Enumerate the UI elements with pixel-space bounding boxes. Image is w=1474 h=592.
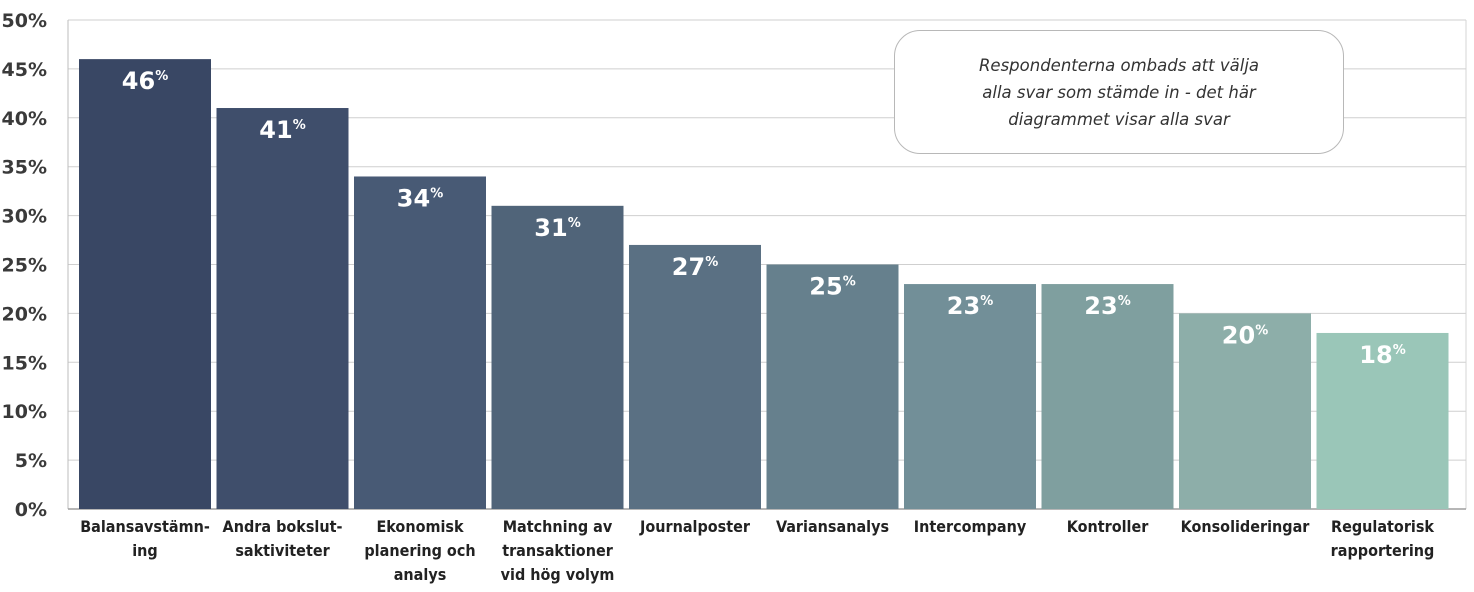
data-label: 34% <box>397 184 443 212</box>
y-tick-label: 50% <box>2 10 47 32</box>
x-tick-label: Intercompany <box>914 517 1027 536</box>
y-tick-label: 30% <box>2 206 47 228</box>
y-tick-label: 5% <box>15 450 47 472</box>
data-label: 18% <box>1359 341 1405 369</box>
bar <box>354 176 486 510</box>
y-tick-label: 0% <box>15 499 47 521</box>
x-tick-label: Regulatorisk rapportering <box>1331 517 1435 560</box>
x-tick-label: Balansavstämn-ing <box>80 517 210 560</box>
annotation-box: Respondenterna ombads att välja alla sva… <box>894 30 1344 154</box>
annotation-line: alla svar som stämde in - det här <box>982 82 1256 102</box>
y-tick-label: 15% <box>2 352 47 374</box>
annotation-text: Respondenterna ombads att välja alla sva… <box>954 52 1284 133</box>
data-label: 20% <box>1222 321 1268 349</box>
x-tick-label: Variansanalys <box>776 517 889 536</box>
annotation-line: Respondenterna ombads att välja <box>978 55 1260 75</box>
data-label: 27% <box>672 253 718 281</box>
x-tick-label: Journalposter <box>639 517 751 536</box>
bars <box>79 59 1449 510</box>
bar <box>1041 284 1174 509</box>
data-labels: 46% 41% 34% 31% 27% 25% 23% 23% 20% 18% <box>122 67 1406 369</box>
bar <box>766 264 899 509</box>
data-label: 31% <box>534 214 580 242</box>
y-tick-label: 10% <box>2 401 47 423</box>
bar <box>629 244 761 509</box>
bar <box>1179 313 1311 509</box>
annotation-line: diagrammet visar alla svar <box>1008 109 1230 129</box>
y-axis: 0% 5% 10% 15% 20% 25% 30% 35% 40% 45% 50% <box>2 10 47 521</box>
y-tick-label: 35% <box>2 157 47 179</box>
data-label: 25% <box>809 273 855 301</box>
data-label: 23% <box>1084 292 1130 320</box>
bar <box>1316 332 1449 509</box>
data-label: 23% <box>947 292 993 320</box>
y-tick-label: 25% <box>2 255 47 277</box>
x-axis: Balansavstämn-ing Andra bokslut-saktivite… <box>80 517 1434 584</box>
bar <box>904 284 1036 509</box>
x-tick-label: Kontroller <box>1067 517 1150 536</box>
x-tick-label: Andra bokslut-saktiviteter <box>223 517 343 560</box>
y-tick-label: 20% <box>2 303 47 325</box>
x-tick-label: Matchning av transaktioner vid hög volym <box>501 517 615 584</box>
bar <box>79 59 211 510</box>
data-label: 41% <box>259 116 305 144</box>
bar <box>491 205 624 509</box>
y-tick-label: 45% <box>2 59 47 81</box>
x-tick-label: Konsolideringar <box>1181 517 1311 536</box>
data-label: 46% <box>122 67 168 95</box>
x-tick-label: Ekonomisk planering och analys <box>364 517 475 584</box>
y-tick-label: 40% <box>2 108 47 130</box>
bar <box>216 108 349 510</box>
